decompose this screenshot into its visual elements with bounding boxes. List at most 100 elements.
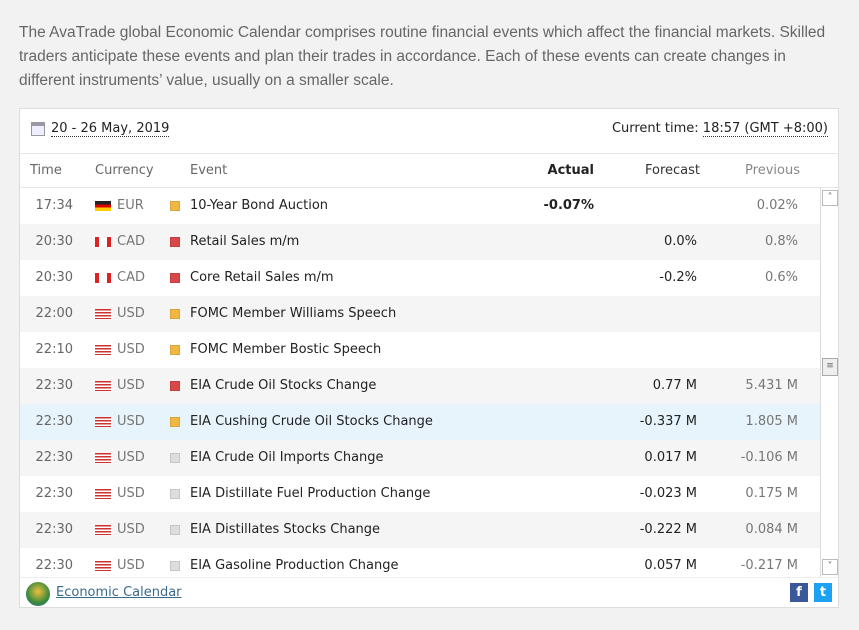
timezone-selector[interactable]: 18:57 (GMT +8:00) bbox=[702, 121, 828, 137]
event-row[interactable]: 22:30 USD EIA Distillate Fuel Production… bbox=[20, 476, 820, 512]
event-row[interactable]: 20:30 CAD Core Retail Sales m/m -0.2% 0.… bbox=[20, 260, 820, 296]
event-row[interactable]: 22:30 USD EIA Cushing Crude Oil Stocks C… bbox=[20, 404, 820, 440]
col-forecast: Forecast bbox=[644, 163, 700, 178]
events-list: 17:34 EUR 10-Year Bond Auction -0.07% 0.… bbox=[20, 188, 820, 577]
table-header: Time Currency Event Actual Forecast Prev… bbox=[20, 154, 838, 188]
event-name[interactable]: 10-Year Bond Auction bbox=[190, 198, 329, 213]
economic-calendar-link[interactable]: Economic Calendar bbox=[56, 585, 182, 600]
us-flag-icon bbox=[95, 381, 111, 391]
currency-code: USD bbox=[117, 414, 145, 429]
col-time: Time bbox=[30, 163, 62, 178]
event-row[interactable]: 22:10 USD FOMC Member Bostic Speech bbox=[20, 332, 820, 368]
event-name[interactable]: EIA Cushing Crude Oil Stocks Change bbox=[190, 414, 433, 429]
event-time: 20:30 bbox=[35, 234, 73, 249]
ca-flag-icon bbox=[95, 273, 111, 283]
col-actual: Actual bbox=[547, 163, 594, 178]
currency-code: USD bbox=[117, 378, 145, 393]
impact-high-icon bbox=[170, 237, 180, 247]
event-name[interactable]: Core Retail Sales m/m bbox=[190, 270, 334, 285]
us-flag-icon bbox=[95, 453, 111, 463]
scroll-up-icon[interactable]: ˄ bbox=[822, 190, 838, 206]
event-previous: 1.805 M bbox=[745, 414, 798, 429]
event-row[interactable]: 20:30 CAD Retail Sales m/m 0.0% 0.8% bbox=[20, 224, 820, 260]
event-row[interactable]: 22:30 USD EIA Crude Oil Stocks Change 0.… bbox=[20, 368, 820, 404]
event-row[interactable]: 22:30 USD EIA Crude Oil Imports Change 0… bbox=[20, 440, 820, 476]
event-currency: USD bbox=[95, 332, 145, 368]
currency-code: USD bbox=[117, 306, 145, 321]
event-currency: USD bbox=[95, 476, 145, 512]
scrollbar[interactable]: ˄ ≡ ˅ bbox=[820, 188, 838, 577]
event-time: 22:30 bbox=[35, 522, 73, 537]
event-forecast: -0.222 M bbox=[639, 522, 697, 537]
facebook-share-icon[interactable]: f bbox=[790, 583, 808, 602]
us-flag-icon bbox=[95, 489, 111, 499]
date-range[interactable]: 20 - 26 May, 2019 bbox=[51, 121, 170, 137]
event-actual: -0.07% bbox=[543, 198, 595, 213]
impact-low-icon bbox=[170, 453, 180, 463]
de-flag-icon bbox=[95, 201, 111, 211]
event-name[interactable]: Retail Sales m/m bbox=[190, 234, 300, 249]
us-flag-icon bbox=[95, 309, 111, 319]
event-currency: USD bbox=[95, 404, 145, 440]
event-currency: CAD bbox=[95, 260, 145, 296]
economic-calendar-widget: 20 - 26 May, 2019 Current time: 18:57 (G… bbox=[19, 108, 839, 608]
event-currency: USD bbox=[95, 368, 145, 404]
event-forecast: 0.0% bbox=[663, 234, 697, 249]
current-time: Current time: 18:57 (GMT +8:00) bbox=[612, 121, 828, 137]
scroll-thumb[interactable]: ≡ bbox=[822, 358, 838, 376]
currency-code: USD bbox=[117, 450, 145, 465]
event-time: 20:30 bbox=[35, 270, 73, 285]
impact-medium-icon bbox=[170, 345, 180, 355]
event-row[interactable]: 22:30 USD EIA Distillates Stocks Change … bbox=[20, 512, 820, 548]
event-name[interactable]: EIA Distillates Stocks Change bbox=[190, 522, 381, 537]
event-name[interactable]: FOMC Member Williams Speech bbox=[190, 306, 397, 321]
event-previous: -0.217 M bbox=[740, 558, 798, 573]
impact-high-icon bbox=[170, 381, 180, 391]
intro-text: The AvaTrade global Economic Calendar co… bbox=[19, 24, 826, 89]
event-previous: 0.175 M bbox=[745, 486, 798, 501]
event-row[interactable]: 17:34 EUR 10-Year Bond Auction -0.07% 0.… bbox=[20, 188, 820, 224]
event-forecast: 0.017 M bbox=[644, 450, 697, 465]
event-row[interactable]: 22:00 USD FOMC Member Williams Speech bbox=[20, 296, 820, 332]
impact-high-icon bbox=[170, 273, 180, 283]
us-flag-icon bbox=[95, 525, 111, 535]
us-flag-icon bbox=[95, 345, 111, 355]
event-row[interactable]: 22:30 USD EIA Gasoline Production Change… bbox=[20, 548, 820, 577]
event-time: 22:00 bbox=[35, 306, 73, 321]
event-previous: 0.02% bbox=[756, 198, 798, 213]
event-previous: 5.431 M bbox=[745, 378, 798, 393]
event-previous: -0.106 M bbox=[740, 450, 798, 465]
col-currency: Currency bbox=[95, 163, 154, 178]
event-forecast: 0.057 M bbox=[644, 558, 697, 573]
calendar-icon bbox=[31, 122, 45, 136]
twitter-share-icon[interactable]: t bbox=[814, 583, 832, 602]
event-name[interactable]: EIA Gasoline Production Change bbox=[190, 558, 399, 573]
event-time: 22:30 bbox=[35, 414, 73, 429]
event-previous: 0.8% bbox=[764, 234, 798, 249]
event-name[interactable]: FOMC Member Bostic Speech bbox=[190, 342, 382, 357]
event-currency: CAD bbox=[95, 224, 145, 260]
event-time: 22:30 bbox=[35, 486, 73, 501]
metatrader-logo-icon bbox=[26, 582, 50, 606]
event-name[interactable]: EIA Crude Oil Imports Change bbox=[190, 450, 384, 465]
us-flag-icon bbox=[95, 561, 111, 571]
currency-code: USD bbox=[117, 342, 145, 357]
event-time: 22:30 bbox=[35, 558, 73, 573]
event-previous: 0.084 M bbox=[745, 522, 798, 537]
event-time: 17:34 bbox=[35, 198, 73, 213]
impact-low-icon bbox=[170, 561, 180, 571]
col-previous: Previous bbox=[745, 163, 800, 178]
date-range-picker[interactable]: 20 - 26 May, 2019 bbox=[31, 121, 170, 137]
impact-low-icon bbox=[170, 489, 180, 499]
currency-code: EUR bbox=[117, 198, 144, 213]
impact-low-icon bbox=[170, 525, 180, 535]
us-flag-icon bbox=[95, 417, 111, 427]
event-name[interactable]: EIA Distillate Fuel Production Change bbox=[190, 486, 431, 501]
event-forecast: 0.77 M bbox=[652, 378, 697, 393]
event-time: 22:30 bbox=[35, 378, 73, 393]
currency-code: USD bbox=[117, 522, 145, 537]
scroll-down-icon[interactable]: ˅ bbox=[822, 559, 838, 575]
event-name[interactable]: EIA Crude Oil Stocks Change bbox=[190, 378, 377, 393]
impact-medium-icon bbox=[170, 417, 180, 427]
event-currency: USD bbox=[95, 440, 145, 476]
